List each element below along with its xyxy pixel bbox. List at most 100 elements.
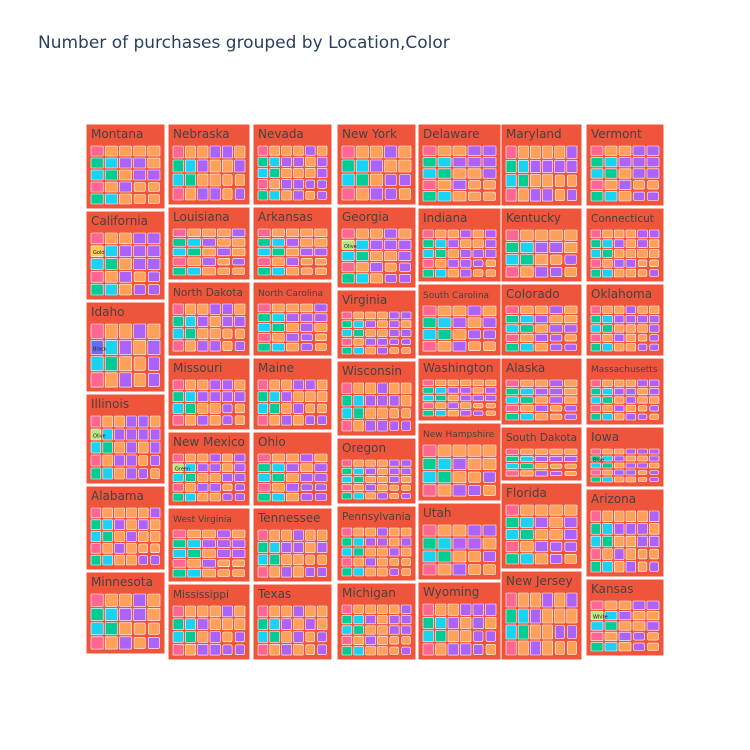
color-tile[interactable] [625, 448, 636, 455]
color-tile[interactable] [269, 414, 280, 426]
color-tile[interactable] [590, 455, 601, 462]
color-tile[interactable] [520, 266, 534, 278]
color-tile[interactable] [377, 459, 388, 467]
color-tile[interactable] [602, 388, 613, 396]
color-tile[interactable] [648, 523, 660, 535]
color-tile[interactable] [485, 410, 496, 416]
color-tile[interactable] [314, 463, 328, 472]
color-tile[interactable] [293, 541, 304, 553]
color-tile[interactable] [353, 420, 364, 432]
color-tile[interactable] [185, 315, 196, 327]
color-tile[interactable] [422, 249, 434, 258]
color-tile[interactable] [554, 608, 566, 624]
color-tile[interactable] [435, 239, 447, 248]
color-tile[interactable] [341, 467, 353, 475]
color-tile[interactable] [377, 329, 388, 337]
color-tile[interactable] [257, 267, 271, 276]
color-tile[interactable] [119, 622, 132, 636]
color-tile[interactable] [222, 415, 233, 425]
color-tile[interactable] [269, 631, 280, 643]
color-tile[interactable] [564, 448, 578, 455]
color-tile[interactable] [148, 182, 160, 192]
color-tile[interactable] [398, 145, 412, 159]
color-tile[interactable] [398, 251, 412, 261]
color-tile[interactable] [468, 180, 481, 190]
color-tile[interactable] [370, 239, 383, 250]
color-tile[interactable] [542, 608, 553, 624]
color-tile[interactable] [590, 315, 601, 324]
color-tile[interactable] [232, 559, 245, 568]
color-tile[interactable] [209, 631, 221, 643]
color-tile[interactable] [126, 519, 137, 530]
location-kentucky[interactable]: Kentucky [500, 207, 583, 283]
color-tile[interactable] [625, 535, 636, 548]
color-tile[interactable] [520, 324, 534, 333]
color-tile[interactable] [485, 616, 497, 629]
color-tile[interactable] [102, 519, 113, 530]
color-tile[interactable] [281, 179, 292, 190]
color-tile[interactable] [300, 247, 314, 257]
color-tile[interactable] [534, 470, 549, 477]
color-tile[interactable] [400, 547, 412, 557]
color-tile[interactable] [604, 642, 618, 652]
color-tile[interactable] [566, 189, 577, 201]
color-tile[interactable] [564, 470, 577, 476]
color-tile[interactable] [150, 468, 160, 479]
color-tile[interactable] [365, 338, 376, 346]
color-tile[interactable] [257, 313, 271, 322]
color-tile[interactable] [602, 448, 613, 455]
color-tile[interactable] [222, 453, 233, 463]
color-tile[interactable] [647, 191, 659, 201]
color-tile[interactable] [648, 462, 660, 469]
color-tile[interactable] [647, 642, 659, 651]
location-tennessee[interactable]: Tennessee [252, 507, 333, 583]
color-tile[interactable] [549, 229, 563, 241]
color-tile[interactable] [604, 168, 618, 179]
color-tile[interactable] [437, 471, 452, 484]
color-tile[interactable] [341, 346, 353, 355]
color-tile[interactable] [505, 624, 517, 640]
color-tile[interactable] [172, 328, 184, 340]
color-tile[interactable] [625, 259, 636, 268]
color-tile[interactable] [148, 356, 160, 371]
color-tile[interactable] [341, 145, 355, 159]
color-tile[interactable] [133, 157, 147, 169]
color-tile[interactable] [172, 643, 184, 656]
color-tile[interactable] [389, 646, 399, 655]
color-tile[interactable] [222, 303, 233, 315]
color-tile[interactable] [234, 493, 245, 501]
color-tile[interactable] [314, 343, 327, 351]
color-tile[interactable] [437, 179, 452, 190]
color-tile[interactable] [613, 305, 625, 314]
color-tile[interactable] [286, 303, 299, 313]
color-tile[interactable] [119, 636, 132, 650]
color-tile[interactable] [384, 159, 398, 173]
color-tile[interactable] [102, 531, 113, 542]
color-tile[interactable] [618, 179, 632, 190]
color-tile[interactable] [388, 615, 400, 625]
color-tile[interactable] [197, 463, 209, 472]
color-tile[interactable] [549, 379, 563, 387]
color-tile[interactable] [370, 273, 383, 284]
color-tile[interactable] [300, 238, 314, 247]
color-tile[interactable] [353, 320, 364, 328]
color-tile[interactable] [257, 145, 269, 156]
color-tile[interactable] [517, 592, 529, 608]
color-tile[interactable] [505, 640, 517, 656]
color-tile[interactable] [114, 554, 125, 566]
color-tile[interactable] [625, 548, 636, 560]
color-tile[interactable] [104, 245, 118, 257]
color-tile[interactable] [316, 156, 328, 167]
color-tile[interactable] [447, 402, 459, 409]
color-tile[interactable] [554, 625, 565, 639]
color-tile[interactable] [460, 387, 472, 394]
color-tile[interactable] [388, 459, 400, 467]
color-tile[interactable] [187, 228, 201, 237]
color-tile[interactable] [304, 529, 316, 541]
color-tile[interactable] [365, 567, 376, 577]
color-tile[interactable] [185, 328, 196, 340]
color-tile[interactable] [625, 404, 636, 412]
color-tile[interactable] [437, 444, 452, 457]
color-tile[interactable] [365, 346, 376, 355]
color-tile[interactable] [286, 333, 299, 342]
